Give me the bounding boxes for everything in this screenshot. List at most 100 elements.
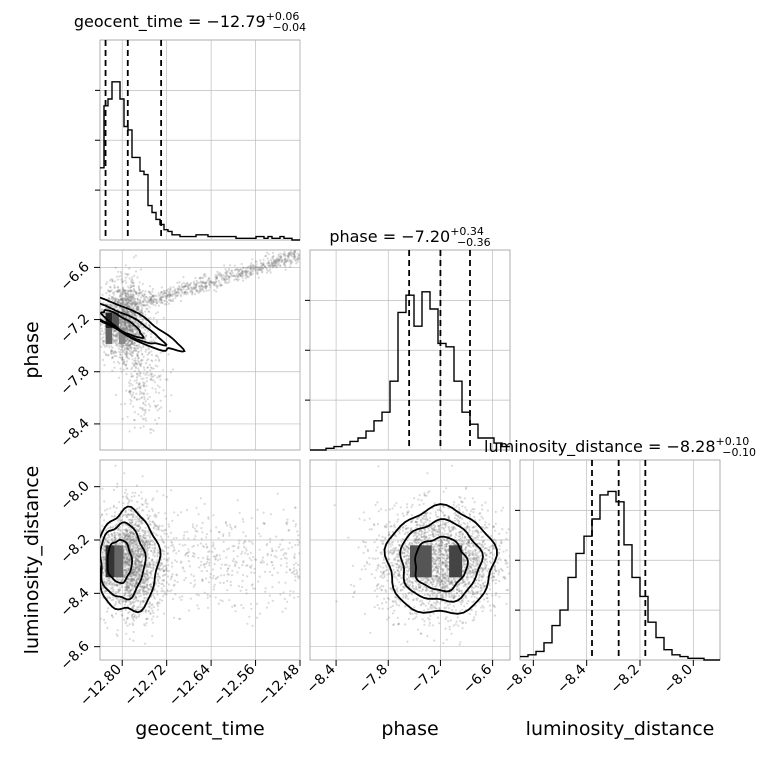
sample-point bbox=[286, 521, 289, 524]
sample-point bbox=[133, 300, 136, 303]
sample-point bbox=[146, 566, 149, 569]
sample-point bbox=[133, 418, 136, 422]
sample-point bbox=[126, 345, 129, 348]
sample-point bbox=[125, 336, 128, 339]
sample-point bbox=[149, 543, 152, 546]
sample-point bbox=[244, 535, 247, 538]
sample-point bbox=[162, 570, 165, 573]
sample-point bbox=[130, 588, 133, 591]
sample-point bbox=[213, 281, 216, 284]
sample-point bbox=[145, 583, 148, 586]
sample-point bbox=[125, 580, 128, 584]
sample-point bbox=[165, 517, 168, 520]
sample-point bbox=[141, 541, 144, 544]
sample-point bbox=[109, 304, 112, 307]
sample-point bbox=[126, 561, 129, 564]
sample-point bbox=[120, 370, 123, 373]
sample-point bbox=[107, 583, 110, 586]
sample-point bbox=[130, 341, 133, 344]
sample-point bbox=[126, 321, 129, 324]
sample-point bbox=[81, 524, 83, 526]
sample-point bbox=[149, 563, 152, 566]
sample-point bbox=[132, 615, 136, 619]
sample-point bbox=[125, 293, 128, 296]
sample-point bbox=[290, 252, 293, 255]
sample-point bbox=[114, 543, 117, 546]
sample-point bbox=[113, 361, 116, 364]
sample-point bbox=[139, 573, 142, 576]
sample-point bbox=[149, 298, 152, 301]
sample-point bbox=[132, 571, 135, 574]
sample-point bbox=[263, 522, 266, 525]
sample-point bbox=[135, 566, 138, 570]
sample-point bbox=[148, 545, 151, 548]
sample-point bbox=[141, 289, 144, 292]
sample-point bbox=[137, 564, 140, 568]
sample-point bbox=[104, 538, 107, 541]
sample-point bbox=[127, 312, 130, 315]
sample-point bbox=[107, 289, 110, 292]
sample-point bbox=[136, 565, 140, 568]
sample-point bbox=[96, 589, 98, 591]
sample-point bbox=[124, 322, 127, 325]
sample-point bbox=[129, 557, 132, 561]
sample-point bbox=[226, 573, 229, 576]
sample-point bbox=[198, 277, 201, 280]
sample-point bbox=[126, 303, 129, 306]
sample-point bbox=[149, 543, 152, 546]
sample-point bbox=[130, 347, 133, 350]
sample-point bbox=[152, 301, 155, 304]
sample-point bbox=[116, 337, 120, 340]
sample-point bbox=[137, 323, 140, 327]
sample-point bbox=[110, 599, 113, 602]
sample-point bbox=[140, 362, 143, 365]
sample-point bbox=[236, 274, 239, 277]
sample-point bbox=[128, 575, 131, 578]
sample-point bbox=[106, 582, 109, 585]
sample-point bbox=[134, 539, 138, 542]
sample-point bbox=[133, 305, 136, 308]
sample-point bbox=[266, 269, 269, 272]
sample-point bbox=[150, 573, 153, 577]
sample-point bbox=[172, 597, 175, 601]
sample-point bbox=[159, 399, 162, 402]
sample-point bbox=[142, 575, 146, 578]
sample-point bbox=[202, 280, 205, 283]
sample-point bbox=[101, 513, 104, 516]
sample-point bbox=[133, 313, 136, 316]
sample-point bbox=[136, 332, 140, 336]
sample-point bbox=[119, 319, 122, 322]
sample-point bbox=[102, 301, 105, 304]
sample-point bbox=[108, 582, 111, 585]
sample-point bbox=[151, 546, 154, 550]
sample-point bbox=[143, 590, 146, 593]
sample-point bbox=[297, 577, 300, 580]
sample-point bbox=[123, 310, 127, 313]
sample-point bbox=[123, 310, 126, 313]
sample-point bbox=[181, 290, 184, 293]
sample-point bbox=[245, 271, 248, 274]
sample-point bbox=[137, 559, 141, 563]
sample-point bbox=[135, 597, 138, 600]
sample-point bbox=[180, 288, 183, 292]
sample-point bbox=[215, 276, 218, 279]
sample-point bbox=[101, 293, 104, 296]
sample-point bbox=[214, 275, 217, 279]
sample-point bbox=[292, 257, 295, 260]
sample-point bbox=[128, 559, 132, 562]
sample-point bbox=[121, 291, 124, 294]
sample-point bbox=[241, 270, 244, 273]
sample-point bbox=[102, 558, 105, 561]
sample-point bbox=[124, 322, 127, 325]
sample-point bbox=[288, 568, 291, 571]
sample-point bbox=[138, 315, 141, 318]
sample-point bbox=[157, 567, 160, 570]
sample-point bbox=[138, 333, 141, 336]
sample-point bbox=[130, 302, 133, 305]
sample-point bbox=[275, 259, 278, 262]
sample-point bbox=[134, 291, 137, 294]
sample-point bbox=[117, 599, 120, 602]
sample-point bbox=[102, 571, 105, 574]
sample-point bbox=[133, 561, 136, 564]
sample-point bbox=[112, 297, 115, 300]
